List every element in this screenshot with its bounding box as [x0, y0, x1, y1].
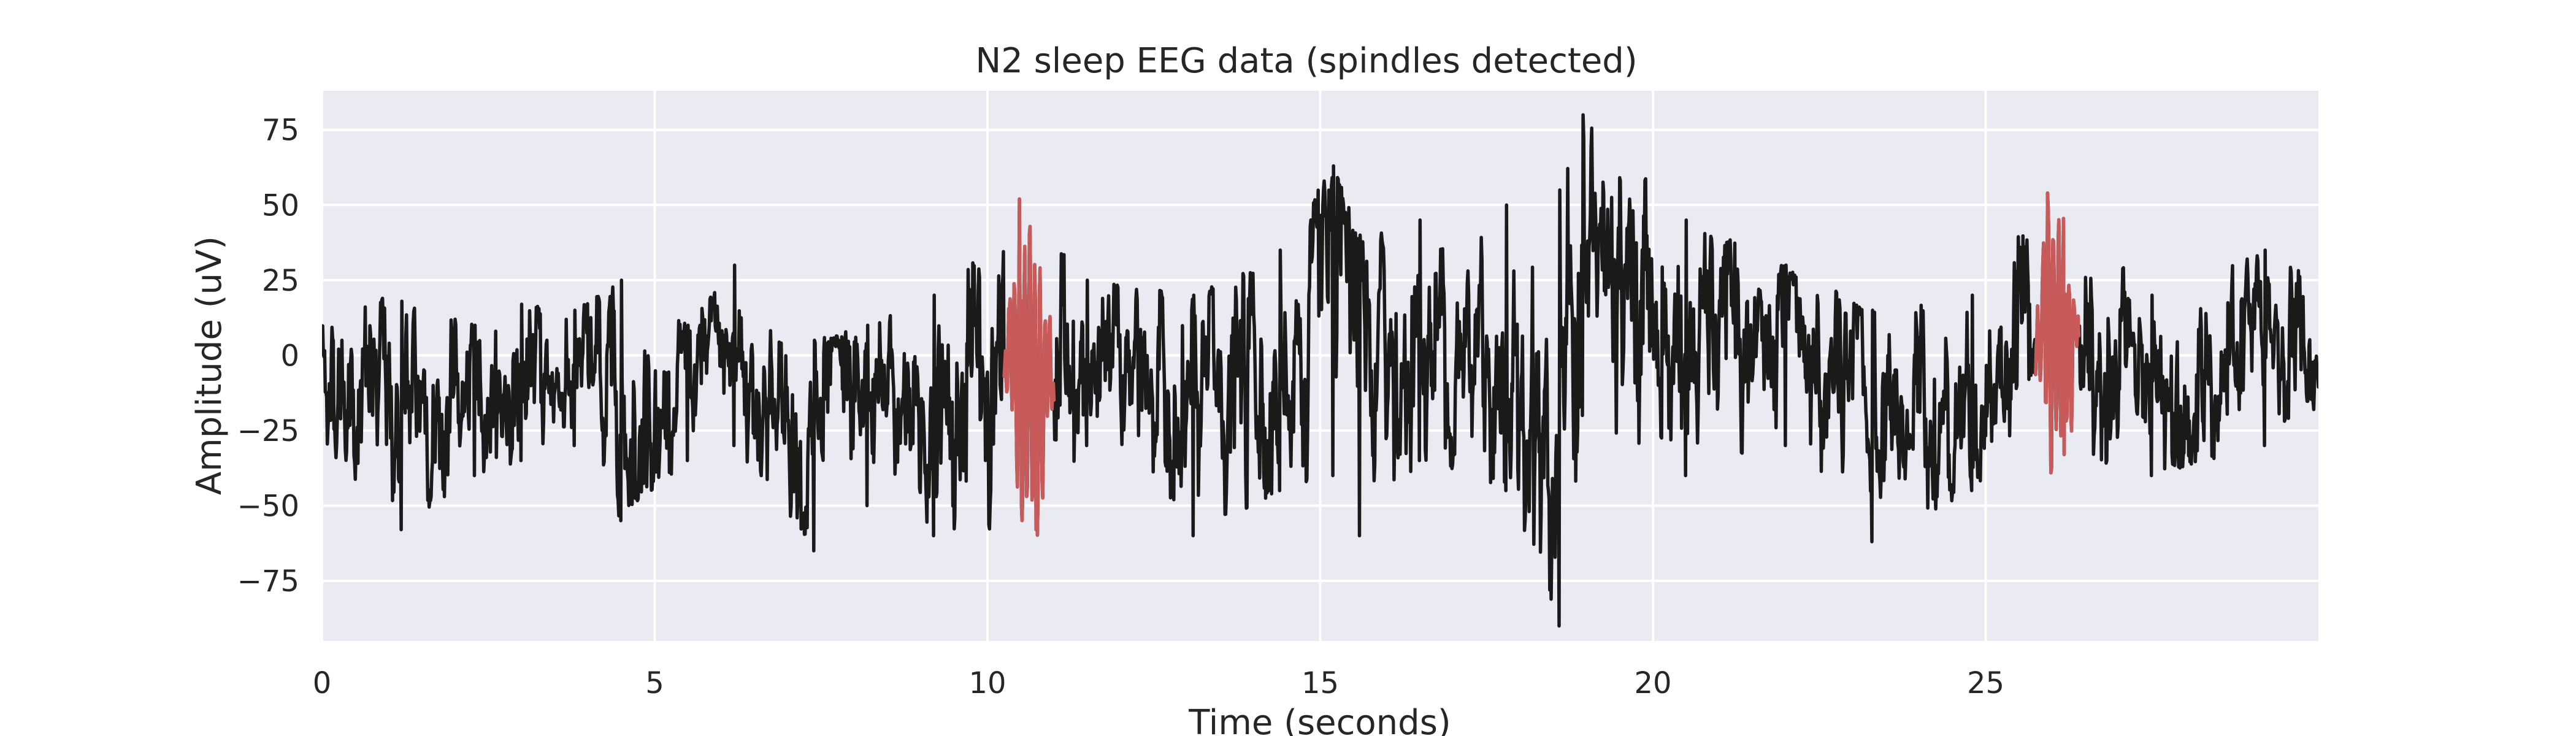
- spindle-segment-1: [1002, 197, 1056, 537]
- y-tick-label: −25: [237, 414, 299, 448]
- x-tick-label: 5: [645, 666, 664, 700]
- y-tick-labels: 75 50 25 0 −25 −50 −75: [237, 113, 299, 599]
- x-tick-label: 10: [968, 666, 1006, 700]
- x-tick-label: 20: [1634, 666, 1671, 700]
- spindle-segment-2: [2034, 191, 2081, 475]
- chart-title: N2 sleep EEG data (spindles detected): [975, 41, 1637, 81]
- y-tick-label: 75: [262, 113, 299, 148]
- y-tick-label: 0: [280, 339, 299, 373]
- y-tick-label: −75: [237, 564, 299, 599]
- x-tick-label: 0: [313, 666, 332, 700]
- y-axis-label: Amplitude (uV): [190, 236, 229, 495]
- y-tick-label: −50: [237, 489, 299, 523]
- y-tick-label: 50: [262, 188, 299, 223]
- y-tick-label: 25: [262, 264, 299, 298]
- x-tick-label: 15: [1301, 666, 1339, 700]
- eeg-signal-line: [322, 113, 2318, 628]
- signal-traces: [322, 113, 2318, 628]
- x-axis-label: Time (seconds): [1188, 703, 1451, 736]
- x-tick-labels: 0 5 10 15 20 25: [313, 666, 2004, 700]
- x-tick-label: 25: [1967, 666, 2004, 700]
